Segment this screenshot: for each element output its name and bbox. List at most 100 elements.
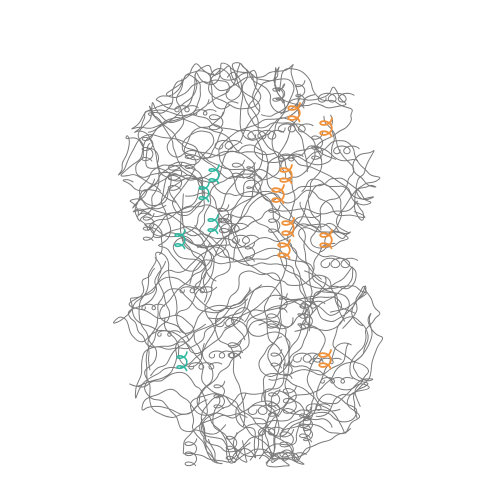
backbone-segment-23	[229, 213, 342, 347]
orange-helix-137	[318, 349, 332, 370]
backbone-helix-123	[246, 162, 256, 191]
backbone-helix-122	[184, 151, 197, 171]
teal-helix-128	[174, 229, 186, 250]
backbone-segment-3	[253, 117, 359, 231]
orange-helix-136	[319, 229, 333, 250]
backbone-segment-12	[122, 164, 204, 222]
backbone-helix-101	[277, 123, 314, 133]
backbone-segment-22	[232, 393, 358, 463]
backbone-helix-72	[213, 380, 226, 409]
backbone-segment-38	[239, 62, 301, 141]
backbone-segment-28	[141, 343, 333, 428]
backbone-helix-94	[247, 404, 277, 415]
teal-helix-126	[198, 182, 210, 203]
backbone-segment-68	[127, 260, 278, 458]
backbone-segment-0	[201, 316, 291, 464]
backbone-helix-95	[215, 316, 244, 328]
backbone-segment-25	[134, 64, 216, 231]
backbone-helix-100	[305, 403, 331, 411]
backbone-segment-31	[310, 115, 356, 314]
backbone-helix-87	[283, 359, 293, 379]
backbone-helix-111	[217, 204, 230, 224]
backbone-segment-34	[200, 395, 351, 463]
backbone-segment-64	[166, 65, 276, 158]
backbone-helix-75	[292, 352, 330, 363]
backbone-segment-37	[148, 179, 276, 249]
backbone-helix-81	[320, 377, 354, 384]
backbone-segment-67	[144, 223, 246, 427]
backbone-helix-89	[257, 426, 285, 436]
teal-helix-125	[208, 164, 220, 185]
backbone-helix-90	[231, 234, 259, 244]
backbone-segment-41	[144, 257, 227, 435]
backbone-segment-20	[189, 393, 271, 465]
backbone-helix-78	[141, 303, 165, 311]
backbone-segment-58	[134, 287, 251, 399]
backbone-segment-30	[194, 225, 306, 341]
backbone-helix-98	[282, 385, 297, 414]
backbone-segment-29	[224, 299, 311, 377]
backbone-helix-97	[302, 414, 314, 443]
backbone-helix-113	[271, 452, 307, 461]
backbone-segment-40	[185, 192, 349, 253]
backbone-helix-77	[268, 205, 281, 233]
backbone-segment-59	[145, 142, 345, 322]
backbone-helix-110	[300, 300, 326, 309]
backbone-helix-118	[320, 257, 358, 269]
backbone-helix-108	[220, 222, 249, 233]
backbone-segment-47	[113, 276, 262, 355]
backbone-segment-52	[132, 174, 358, 215]
backbone-segment-69	[118, 134, 263, 249]
orange-helix-133	[271, 184, 285, 205]
backbone-helix-107	[279, 428, 295, 458]
backbone-segment-55	[196, 317, 294, 464]
backbone-helix-120	[225, 432, 238, 461]
backbone-helix-114	[311, 132, 324, 161]
backbone-segment-56	[131, 94, 316, 173]
backbone-helix-85	[266, 310, 281, 330]
orange-helix-131	[319, 117, 333, 138]
orange-helix-130	[287, 102, 301, 123]
backbone-helix-86	[333, 145, 360, 155]
backbone-segment-27	[172, 237, 313, 306]
backbone-helix-80	[157, 330, 181, 337]
orange-helix-134	[281, 217, 295, 238]
backbone-segment-5	[155, 74, 230, 110]
backbone-segment-51	[151, 114, 208, 303]
backbone-segment-33	[147, 62, 296, 221]
backbone-helix-105	[214, 139, 243, 150]
backbone-helix-76	[244, 242, 256, 262]
backbone-helix-104	[299, 410, 312, 439]
backbone-helix-93	[208, 111, 224, 131]
backbone-segment-48	[147, 270, 283, 376]
backbone-helix-92	[142, 213, 155, 242]
backbone-segment-17	[129, 323, 263, 453]
backbone-helix-116	[317, 92, 355, 103]
backbone-segment-49	[150, 266, 354, 377]
backbone-helix-79	[247, 129, 285, 140]
backbone-segment-42	[295, 183, 357, 290]
backbone-helix-82	[167, 162, 183, 191]
backbone-segment-60	[258, 320, 370, 434]
backbone-helix-119	[297, 308, 307, 329]
backbone-segment-35	[214, 189, 366, 257]
backbone-segment-63	[182, 393, 257, 463]
backbone-segment-45	[266, 114, 372, 206]
backbone-segment-32	[225, 64, 300, 128]
backbone-segment-2	[342, 286, 381, 419]
backbone-helix-99	[179, 286, 213, 294]
backbone-segment-9	[146, 67, 261, 183]
backbone-segment-46	[280, 150, 377, 221]
backbone-helix-73	[278, 293, 288, 313]
teal-helix-127	[207, 214, 219, 235]
orange-helix-135	[277, 239, 291, 260]
backbone-helix-84	[272, 84, 284, 104]
backbone-segment-44	[132, 168, 205, 217]
backbone-helix-112	[184, 438, 198, 467]
teal-helix-129	[176, 351, 188, 372]
backbone-segment-65	[197, 213, 367, 313]
backbone-helix-109	[278, 153, 304, 162]
backbone-helix-91	[174, 105, 199, 113]
